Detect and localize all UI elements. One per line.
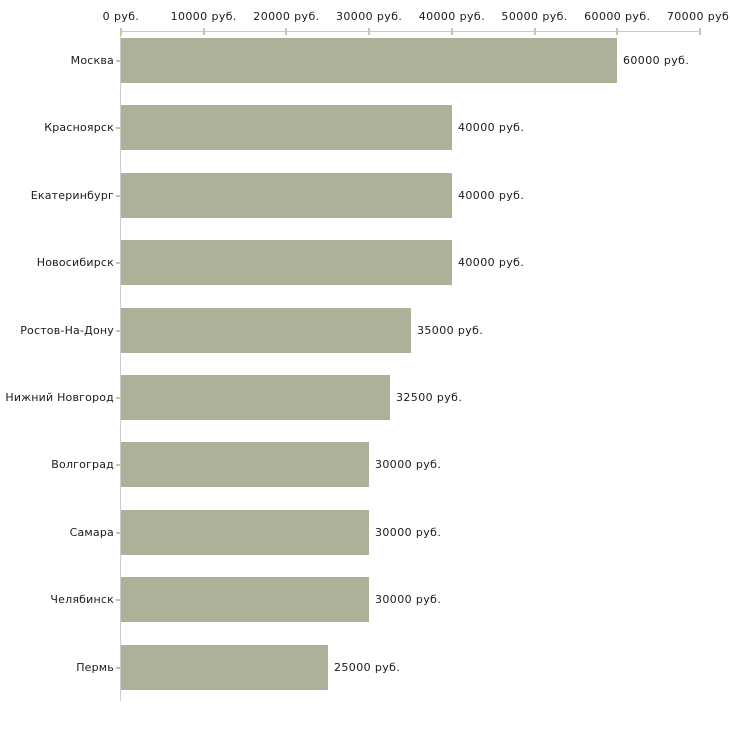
value-label: 25000 руб. xyxy=(334,661,401,674)
bar xyxy=(121,308,411,353)
y-axis-tick xyxy=(116,397,121,399)
value-label: 40000 руб. xyxy=(458,189,525,202)
bar xyxy=(121,105,452,150)
category-label: Волгоград xyxy=(51,458,114,471)
bar xyxy=(121,38,617,83)
x-axis-tick-label: 50000 руб. xyxy=(501,10,568,23)
category-label: Красноярск xyxy=(44,121,114,134)
category-label: Челябинск xyxy=(50,593,114,606)
x-axis-tick xyxy=(533,28,536,35)
x-axis-tick xyxy=(202,28,205,35)
bar xyxy=(121,442,369,487)
bar xyxy=(121,645,328,690)
x-axis-tick xyxy=(616,28,619,35)
bar xyxy=(121,375,390,420)
x-axis-tick-label: 0 руб. xyxy=(102,10,140,23)
y-axis-tick xyxy=(116,464,121,466)
value-label: 60000 руб. xyxy=(623,54,690,67)
y-axis-tick xyxy=(116,330,121,332)
category-label: Ростов-На-Дону xyxy=(20,324,114,337)
y-axis-tick xyxy=(116,262,121,264)
value-label: 30000 руб. xyxy=(375,593,442,606)
category-label: Нижний Новгород xyxy=(5,391,114,404)
x-axis-tick xyxy=(368,28,371,35)
x-axis-tick-label: 40000 руб. xyxy=(418,10,485,23)
value-label: 40000 руб. xyxy=(458,256,525,269)
y-axis-tick xyxy=(116,599,121,601)
category-label: Новосибирск xyxy=(36,256,114,269)
value-label: 40000 руб. xyxy=(458,121,525,134)
x-axis-tick-label: 70000 руб. xyxy=(666,10,730,23)
y-axis-tick xyxy=(116,60,121,62)
bar xyxy=(121,577,369,622)
y-axis-tick xyxy=(116,532,121,534)
category-label: Самара xyxy=(69,526,114,539)
value-label: 35000 руб. xyxy=(417,324,484,337)
x-axis-tick-label: 60000 руб. xyxy=(584,10,651,23)
x-axis-tick xyxy=(120,28,122,35)
y-axis-tick xyxy=(116,667,121,669)
x-axis-tick xyxy=(450,28,453,35)
bar xyxy=(121,173,452,218)
x-axis-tick-label: 10000 руб. xyxy=(170,10,237,23)
x-axis-tick-label: 30000 руб. xyxy=(336,10,403,23)
y-axis-tick xyxy=(116,195,121,197)
x-axis-tick xyxy=(699,28,701,35)
x-axis-tick xyxy=(285,28,288,35)
x-axis-tick-label: 20000 руб. xyxy=(253,10,320,23)
category-label: Москва xyxy=(70,54,114,67)
value-label: 30000 руб. xyxy=(375,458,442,471)
y-axis-line xyxy=(120,31,121,701)
category-label: Пермь xyxy=(76,661,114,674)
category-label: Екатеринбург xyxy=(30,189,114,202)
value-label: 30000 руб. xyxy=(375,526,442,539)
bar xyxy=(121,240,452,285)
y-axis-tick xyxy=(116,127,121,129)
x-axis-line xyxy=(121,31,701,32)
bar xyxy=(121,510,369,555)
value-label: 32500 руб. xyxy=(396,391,463,404)
